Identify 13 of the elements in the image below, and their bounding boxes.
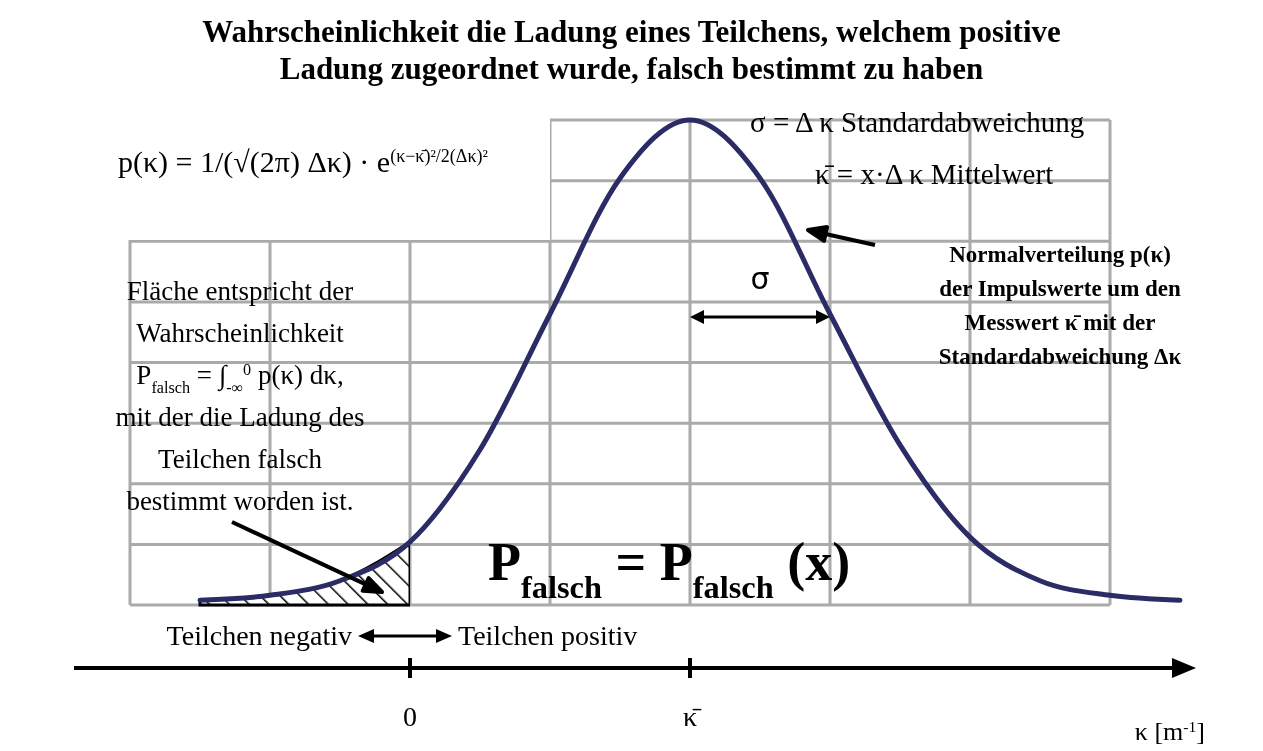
annotation: p(κ) = 1/(√(2π) Δκ) · e$^{(κ−κ̄)²/2(Δκ)²}$	[118, 145, 488, 179]
text: Teilchen negativ	[166, 620, 352, 651]
annotation: P$_{falsch}$ = P$_{falsch}$ (x)	[488, 532, 851, 605]
annotation: κ̄ = x·Δ κ Mittelwert	[815, 158, 1054, 190]
annotation: σ = Δ κ Standardabweichung	[750, 106, 1085, 138]
x-tick-label: 0	[403, 701, 417, 732]
x-axis-title: κ [m$^{-1}$]	[1134, 717, 1205, 746]
chart-title: Wahrscheinlichkeit die Ladung eines Teilchens, welchem positive Ladung zugeordnet wurde, falsch bestimmt zu haben	[202, 14, 1061, 86]
annotation: σ	[750, 261, 770, 296]
text: Teilchen positiv	[458, 620, 638, 651]
text: Fläche entspricht der Wahrscheinlichkeit P$_{falsch}$ = ∫$_{-∞}$$^{0}$ p(κ) dκ, mit der die Ladung des Teilchen falsch bestimmt worden ist.	[115, 276, 365, 516]
x-tick-label: κ̄	[682, 701, 703, 732]
annotation: Normalverteilung p(κ) der Impulswerte um den Messwert κ̄ mit der Standardabweichung Δκ	[938, 242, 1182, 369]
